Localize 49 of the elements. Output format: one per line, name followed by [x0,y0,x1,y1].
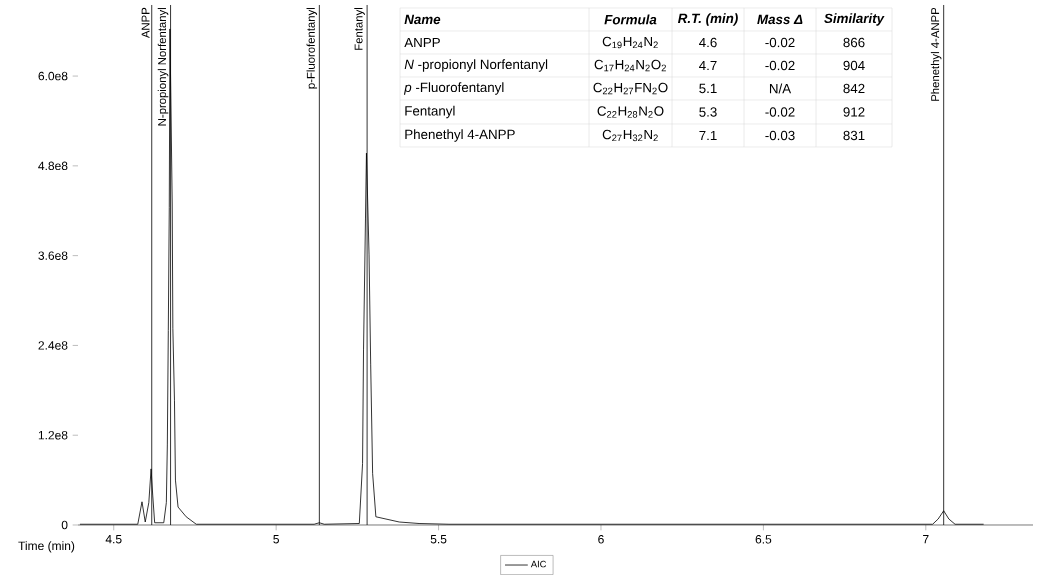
annotation: 842 [843,83,865,94]
annotation: 831 [843,130,865,141]
ref-line-label: Fentanyl [354,8,365,50]
annotation: p -Fluorofentanyl [403,82,504,95]
annotation: 5.3 [699,107,717,117]
annotation: 5.1 [699,83,717,94]
annotation: -0.03 [765,130,795,141]
annotation: N -propionyl Norfentanyl [404,59,548,72]
annotation: 7.1 [699,130,717,141]
y-tick-label: 6.0e8 [38,71,68,81]
x-tick-label: 5.5 [430,535,447,544]
y-tick-label: 1.2e8 [38,431,68,440]
annotation: Mass Δ [757,14,803,25]
y-tick-label: 2.4e8 [38,341,68,350]
ref-line-label: p-Fluorofentanyl [306,8,318,89]
annotation: 866 [843,37,865,48]
annotation: ANPP [404,37,440,48]
annotation: 904 [843,60,865,71]
annotation: Phenethyl 4-ANPP [405,129,515,142]
legend-label: AIC [530,560,547,568]
annotation: -0.02 [765,107,795,117]
ref-line-label: ANPP [141,7,150,39]
annotation: 4.7 [699,60,717,71]
annotation: -0.02 [765,37,795,48]
annotation: -0.02 [765,60,795,71]
annotation: C$_{17}$H$_{24}$N$_{2}$O$_{2}$ [594,59,666,72]
x-tick-label: 4.5 [105,535,122,544]
annotation: Similarity [824,13,885,26]
y-tick-label: 3.6e8 [38,251,68,260]
annotation: C$_{22}$H$_{28}$N$_{2}$O [597,106,664,118]
ref-line-label: Phenethyl 4-ANPP [930,7,942,101]
annotation: C$_{22}$H$_{27}$FN$_{2}$O [593,82,668,95]
x-axis-title: Time (min) [18,541,75,553]
annotation: Name [404,14,441,25]
annotation: Formula [604,14,657,25]
annotation: N/A [769,83,792,94]
x-tick-label: 5 [273,535,279,544]
annotation: 4.6 [699,37,717,48]
annotation: 912 [843,107,865,117]
annotation: R.T. (min) [678,13,738,26]
annotation: C$_{27}$H$_{32}$N$_{2}$ [602,129,658,142]
y-tick-label: 0 [61,520,68,530]
y-tick-label: 4.8e8 [38,161,68,171]
ref-line-label: N-propionyl Norfentanyl [157,8,169,126]
annotation: C$_{19}$H$_{24}$N$_{2}$ [602,36,658,49]
x-tick-label: 7 [923,535,929,544]
annotation: Fentanyl [405,105,455,119]
x-tick-label: 6.5 [755,535,772,544]
x-tick-label: 6 [598,535,604,544]
